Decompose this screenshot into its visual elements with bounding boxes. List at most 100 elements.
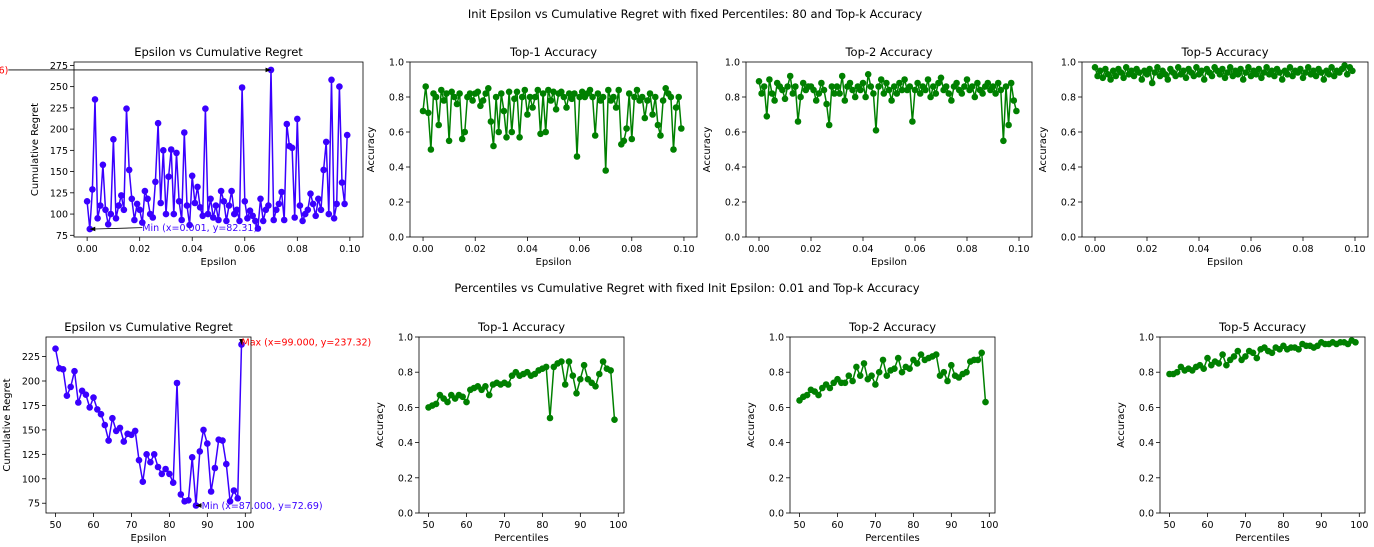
y-tick-label: 1.0 xyxy=(1139,333,1154,344)
subplot-r2c4: Top-5 Accuracy 50 60 70 80 90 100 0.0 0.2 0.4 0.6 0… xyxy=(1116,320,1368,544)
data-point xyxy=(1002,83,1010,90)
data-point xyxy=(846,79,854,87)
y-tick-label: 250 xyxy=(50,82,68,93)
y-tick-label: 0.0 xyxy=(1139,509,1154,520)
data-point xyxy=(94,406,101,413)
data-point xyxy=(458,135,466,143)
data-point xyxy=(675,93,682,101)
data-point xyxy=(607,367,614,374)
plot-frame xyxy=(418,336,625,514)
x-tick-label: 0.00 xyxy=(748,244,769,255)
data-point xyxy=(104,221,112,228)
data-point xyxy=(599,358,607,365)
data-point xyxy=(1234,347,1242,355)
data-point xyxy=(194,183,201,191)
data-point xyxy=(67,383,74,391)
data-point xyxy=(935,79,942,87)
data-point xyxy=(937,74,945,82)
data-point xyxy=(485,391,493,399)
data-point xyxy=(112,215,120,222)
y-tick-label: 0.2 xyxy=(1139,473,1154,484)
data-point xyxy=(186,221,193,229)
data-point xyxy=(244,215,251,222)
data-point xyxy=(109,414,116,422)
data-point xyxy=(333,200,341,208)
data-point xyxy=(898,368,906,376)
data-point xyxy=(826,384,834,392)
x-axis-label: Epsilon xyxy=(201,257,237,268)
data-point xyxy=(1258,74,1265,82)
data-point xyxy=(152,178,159,186)
data-point xyxy=(1276,69,1283,76)
data-point xyxy=(880,90,888,97)
y-tick-label: 0.6 xyxy=(725,128,740,139)
data-point xyxy=(223,217,230,225)
data-point xyxy=(120,206,128,214)
data-point xyxy=(291,214,299,221)
y-tick-label: 150 xyxy=(50,167,68,178)
data-point xyxy=(917,351,925,358)
data-point xyxy=(94,215,101,222)
plot-frame xyxy=(789,336,996,514)
data-point xyxy=(620,137,628,145)
data-point xyxy=(560,93,568,101)
plot-frame xyxy=(45,336,252,514)
data-point xyxy=(275,200,283,208)
data-point xyxy=(299,217,306,225)
data-point xyxy=(875,83,882,90)
x-tick-label: 0.04 xyxy=(1188,244,1209,255)
data-point xyxy=(922,86,929,94)
data-point xyxy=(154,119,162,127)
data-point xyxy=(1230,353,1238,360)
data-point xyxy=(542,363,550,371)
data-point xyxy=(526,93,534,101)
x-axis-label: Percentiles xyxy=(1235,533,1290,544)
y-tick-label: 100 xyxy=(22,474,40,485)
data-point xyxy=(341,200,348,208)
data-point xyxy=(451,93,458,101)
data-point xyxy=(849,377,856,385)
data-point xyxy=(652,93,659,101)
data-point xyxy=(657,132,664,139)
data-point xyxy=(273,206,280,214)
data-point xyxy=(131,216,138,224)
data-point xyxy=(90,394,97,401)
data-point xyxy=(797,93,804,101)
data-point xyxy=(177,491,185,498)
data-point xyxy=(97,202,104,209)
data-point xyxy=(167,146,175,153)
y-tick-label: 0.4 xyxy=(389,163,404,174)
data-point xyxy=(997,86,1005,94)
data-point xyxy=(578,88,586,96)
chart-title: Top-5 Accuracy xyxy=(1218,320,1306,334)
x-axis-label: Percentiles xyxy=(865,533,920,544)
data-point xyxy=(1013,107,1020,115)
data-point xyxy=(500,107,508,115)
x-tick-label: 0.04 xyxy=(182,244,203,255)
data-point xyxy=(539,90,547,97)
data-point xyxy=(521,86,529,94)
data-point xyxy=(453,100,461,108)
data-point xyxy=(322,138,330,146)
x-tick-label: 90 xyxy=(574,520,586,531)
data-point xyxy=(552,106,560,113)
y-tick-label: 0.0 xyxy=(398,509,413,520)
y-tick-label: 0.8 xyxy=(769,368,784,379)
data-point xyxy=(768,90,776,97)
data-point xyxy=(568,95,576,103)
data-point xyxy=(592,383,599,390)
chart-title: Top-5 Accuracy xyxy=(1180,45,1268,59)
y-tick-label: 175 xyxy=(50,146,68,157)
data-point xyxy=(849,86,856,94)
data-point xyxy=(265,202,272,209)
data-point xyxy=(479,97,487,104)
plot-frame xyxy=(1081,61,1369,238)
x-tick-label: 90 xyxy=(201,520,213,531)
data-point xyxy=(448,88,456,96)
data-point xyxy=(188,454,196,461)
y-tick-label: 0.2 xyxy=(1061,198,1076,209)
data-point xyxy=(147,458,154,466)
data-point xyxy=(1312,72,1320,80)
data-point xyxy=(1221,74,1229,82)
data-point xyxy=(546,414,554,422)
